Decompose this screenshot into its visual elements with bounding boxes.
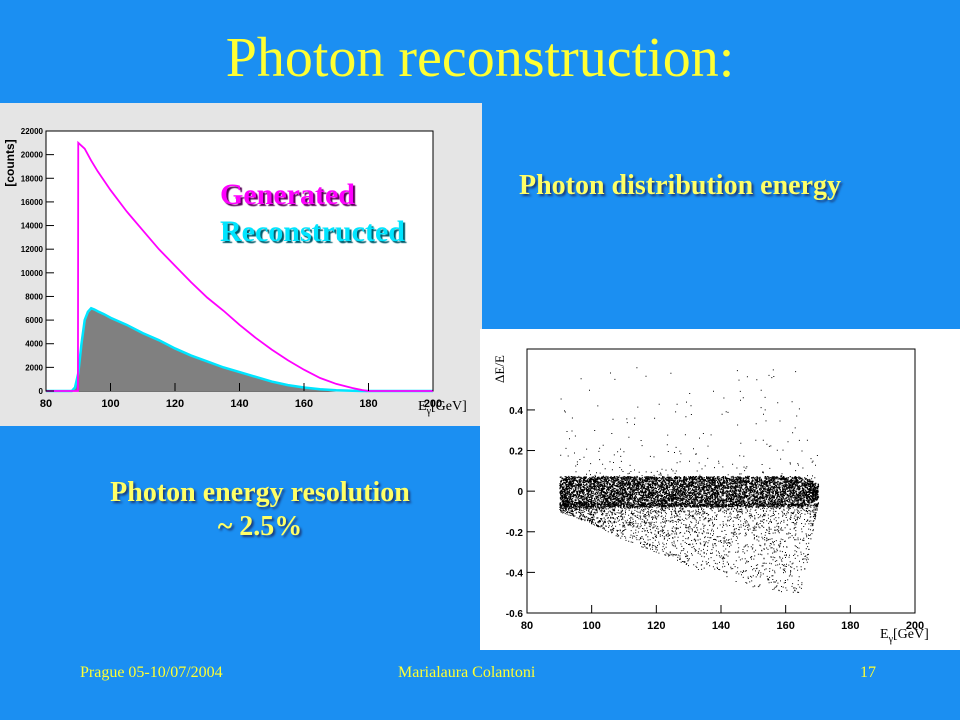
chart1-xtick-label: 120 <box>166 398 184 410</box>
chart2-xtick-label: 140 <box>712 620 730 632</box>
caption-energy-distribution: Photon distribution energy <box>518 170 842 201</box>
legend-generated: Generated <box>220 178 355 211</box>
chart1-xtick-label: 160 <box>295 398 313 410</box>
chart1-xlabel-unit: [GeV] <box>430 399 467 414</box>
scatter-core <box>559 475 820 508</box>
chart1-ytick-label: 22000 <box>21 127 44 136</box>
slide-title: Photon reconstruction: <box>225 27 735 89</box>
chart1-xtick-label: 200 <box>424 398 442 410</box>
chart2-ylabel: ΔE/E <box>492 355 507 383</box>
chart2-xtick-label: 200 <box>906 620 924 632</box>
chart1-xtick-label: 140 <box>230 398 248 410</box>
caption-resolution-line1: Photon energy resolution <box>110 477 410 508</box>
chart1-ytick-label: 0 <box>39 387 44 396</box>
energy-distribution-chart: 80 100 120 140 160 180 20002000400060008000100… <box>0 103 482 426</box>
chart1-ytick-label: 16000 <box>21 198 44 207</box>
series-reconstructed-edge <box>46 306 433 393</box>
chart2-ytick-label: -0.2 <box>506 528 524 539</box>
legend-reconstructed: Reconstructed <box>220 215 405 248</box>
chart1-ytick-label: 14000 <box>21 222 44 231</box>
chart1-ytick-label: 18000 <box>21 174 44 183</box>
chart1-xlabel: Eγ[GeV] <box>418 399 467 417</box>
chart1-xtick-label: 100 <box>101 398 119 410</box>
chart2-ytick-label: -0.4 <box>506 568 524 579</box>
scatter-lower-tail <box>559 502 819 593</box>
chart2-xtick-label: 80 <box>521 620 533 632</box>
chart1-ylabel: [counts] <box>3 139 17 186</box>
footer-venue: Prague 05-10/07/2004 <box>80 664 223 681</box>
chart2-xtick-label: 120 <box>647 620 665 632</box>
energy-resolution-panel: 80 100 120 140 160 180 200 -0.6 -0.4 -0.2 0 0.2 0.4 Δ… <box>480 329 960 650</box>
footer-author: Marialaura Colantoni <box>398 664 536 681</box>
chart1-ytick-label: 4000 <box>25 340 43 349</box>
caption-resolution-line2: ~ 2.5% <box>217 510 303 542</box>
energy-distribution-panel: 80 100 120 140 160 180 200 0 2000 4000 6000 8000 100… <box>0 103 482 426</box>
chart2-xlabel-unit: [GeV] <box>892 627 929 642</box>
chart2-ytick-label: -0.6 <box>506 609 524 620</box>
chart1-ytick-label: 12000 <box>21 245 44 254</box>
footer-page-number: 17 <box>860 664 876 681</box>
chart1-xtick-label: 180 <box>359 398 377 410</box>
chart2-ytick-label: 0.4 <box>509 406 523 417</box>
chart2-xlabel-sub: γ <box>888 633 893 645</box>
chart2-xtick-label: 180 <box>841 620 859 632</box>
chart1-ytick-label: 8000 <box>25 292 43 301</box>
chart2-xlabel: Eγ[GeV] <box>880 627 929 645</box>
chart2-ytick-label: 0 <box>517 487 523 498</box>
chart1-xlabel-sub: γ <box>426 405 431 417</box>
caption-energy-resolution: Photon energy resolution ~ 2.5% <box>60 476 460 543</box>
series-resolution-points <box>559 367 820 593</box>
chart2-xtick-label: 100 <box>582 620 600 632</box>
chart2-ytick-label: 0.2 <box>509 447 523 458</box>
chart1-ytick-label: 20000 <box>21 151 44 160</box>
chart1-ytick-label: 6000 <box>25 316 43 325</box>
chart2-xlabel-base: E <box>880 627 889 642</box>
chart1-xtick-label: 80 <box>40 398 52 410</box>
series-reconstructed-area <box>46 308 433 391</box>
series-generated-line <box>46 140 433 392</box>
energy-resolution-chart: 80 100 120 140 160 180 200 -0.6 -0.4 -0.2 0 0.2 0.4 Δ… <box>480 329 960 650</box>
chart1-xlabel-base: E <box>418 399 427 414</box>
chart1-ytick-label: 2000 <box>25 363 43 372</box>
chart1-ytick-label: 10000 <box>21 269 44 278</box>
chart2-xtick-label: 160 <box>776 620 794 632</box>
